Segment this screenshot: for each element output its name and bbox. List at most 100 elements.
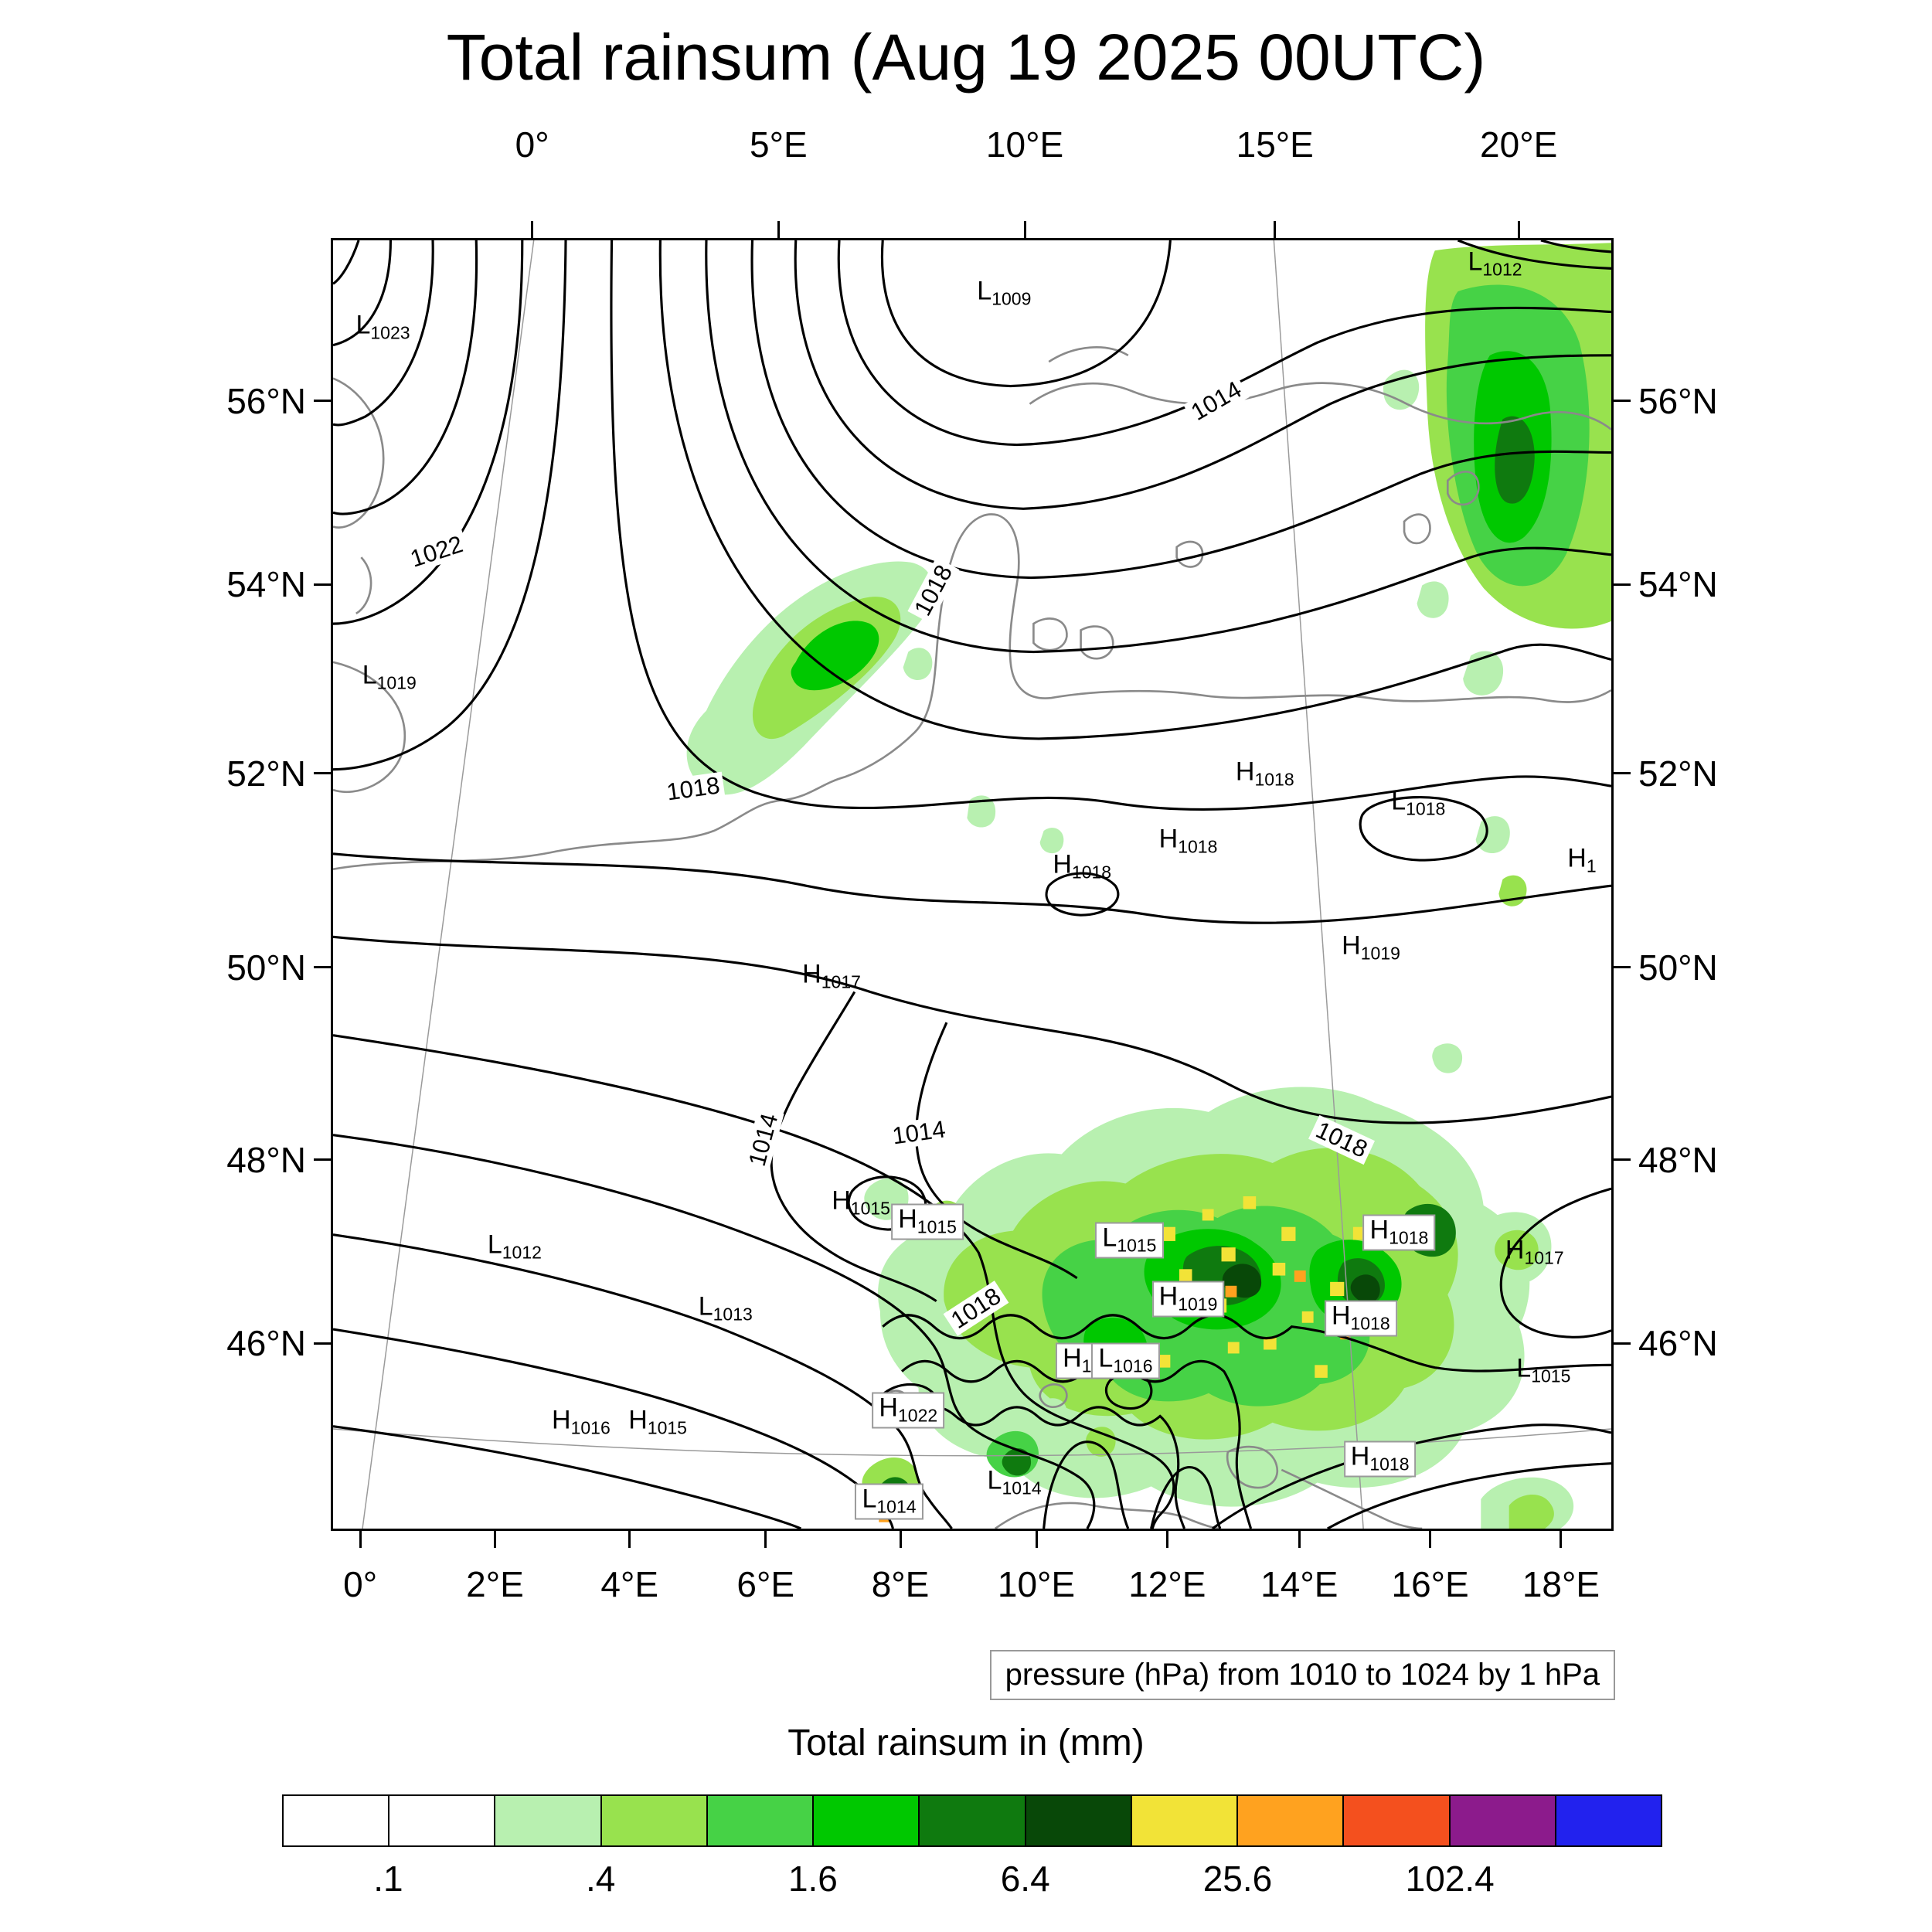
pressure-value: 1019 xyxy=(376,672,417,693)
colorbar-tick-label: 102.4 xyxy=(1405,1859,1495,1899)
pressure-value: 1014 xyxy=(1002,1478,1042,1498)
pressure-value: 1015 xyxy=(647,1417,687,1438)
pressure-value: 1012 xyxy=(1482,259,1522,280)
colorbar-cell xyxy=(1026,1796,1132,1845)
axis-label-bottom: 2°E xyxy=(466,1564,524,1604)
contour-label: 1014 xyxy=(743,1107,785,1173)
pressure-label: L1013 xyxy=(699,1293,753,1323)
axis-label-right: 52°N xyxy=(1638,753,1718,794)
axis-tick-bottom xyxy=(628,1531,631,1548)
pressure-value: 1015 xyxy=(1117,1235,1157,1256)
axis-label-left: 48°N xyxy=(226,1139,306,1180)
pressure-value: 1018 xyxy=(1071,862,1112,883)
pressure-label: H1018 xyxy=(1159,825,1218,855)
pressure-letter: H xyxy=(1350,1441,1370,1471)
axis-tick-bottom xyxy=(1165,1531,1168,1548)
pressure-label: L1018 xyxy=(1391,788,1445,818)
pressure-label: H1022 xyxy=(872,1392,945,1429)
pressure-label: H1018 xyxy=(1343,1440,1417,1478)
pressure-value: 1016 xyxy=(1113,1355,1153,1376)
pressure-letter: H xyxy=(1053,849,1072,879)
pressure-letter: L xyxy=(1098,1343,1114,1373)
pressure-letter: L xyxy=(698,1291,713,1321)
pressure-letter: H xyxy=(802,959,821,989)
axis-tick-left xyxy=(314,583,331,586)
pressure-label: H1017 xyxy=(802,961,861,991)
pressure-label: L1016 xyxy=(1091,1342,1160,1379)
isobar-layer xyxy=(333,240,1611,1529)
pressure-value: 1018 xyxy=(1254,769,1294,790)
pressure-value: 1017 xyxy=(1524,1247,1564,1268)
pressure-letter: L xyxy=(1102,1223,1117,1253)
colorbar-tick-label: .1 xyxy=(373,1859,403,1899)
axis-label-right: 48°N xyxy=(1638,1139,1718,1180)
pressure-label: H1016 xyxy=(552,1406,611,1437)
pressure-value: 1018 xyxy=(1350,1313,1390,1334)
axis-tick-bottom xyxy=(1035,1531,1038,1548)
colorbar-cell xyxy=(920,1796,1026,1845)
contour-label: 1018 xyxy=(907,557,960,624)
axis-label-bottom: 6°E xyxy=(736,1564,795,1604)
pressure-letter: H xyxy=(1342,930,1361,961)
axis-tick-left xyxy=(314,772,331,775)
pressure-value: 1015 xyxy=(850,1198,890,1219)
pressure-letter: H xyxy=(1158,824,1179,854)
axis-tick-top xyxy=(1274,221,1277,238)
pressure-letter: L xyxy=(1516,1353,1532,1383)
axis-label-left: 52°N xyxy=(226,753,306,794)
pressure-letter: H xyxy=(1235,757,1255,787)
axis-tick-right xyxy=(1614,583,1631,586)
pressure-letter: H xyxy=(1567,843,1587,873)
axis-label-left: 50°N xyxy=(226,947,306,988)
pressure-letter: H xyxy=(1369,1215,1389,1245)
pressure-letter: L xyxy=(355,310,371,340)
axis-label-top: 10°E xyxy=(985,124,1064,165)
pressure-letter: H xyxy=(879,1393,898,1423)
pressure-letter: L xyxy=(487,1230,502,1260)
axis-tick-bottom xyxy=(764,1531,767,1548)
pressure-value: 1017 xyxy=(821,971,861,992)
axis-label-bottom: 8°E xyxy=(871,1564,930,1604)
pressure-label: H1015 xyxy=(628,1406,687,1437)
axis-label-top: 20°E xyxy=(1480,124,1558,165)
pressure-label: L1012 xyxy=(1468,249,1522,279)
pressure-letter: L xyxy=(862,1484,877,1514)
pressure-label: H1018 xyxy=(1324,1300,1397,1337)
coastline-layer xyxy=(333,346,1611,1529)
axis-tick-right xyxy=(1614,1342,1631,1345)
colorbar-title: Total rainsum in (mm) xyxy=(787,1723,1145,1764)
pressure-label: L1019 xyxy=(362,662,417,692)
axis-label-right: 46°N xyxy=(1638,1323,1718,1364)
axis-label-bottom: 12°E xyxy=(1128,1564,1206,1604)
pressure-label: H1015 xyxy=(832,1188,890,1218)
contour-label: 1018 xyxy=(943,1281,1009,1336)
pressure-value: 1 xyxy=(1586,855,1597,876)
pressure-label: H1015 xyxy=(891,1203,964,1240)
axis-tick-bottom xyxy=(493,1531,496,1548)
colorbar xyxy=(282,1794,1662,1847)
pressure-label: L1023 xyxy=(355,311,410,342)
pressure-value: 1018 xyxy=(1178,836,1218,857)
pressure-value: 1016 xyxy=(570,1417,611,1438)
colorbar-cell xyxy=(1131,1796,1239,1845)
axis-tick-left xyxy=(314,1342,331,1345)
pressure-value: 1019 xyxy=(1360,943,1400,964)
axis-label-bottom: 16°E xyxy=(1391,1564,1469,1604)
colorbar-tick-label: 1.6 xyxy=(787,1859,838,1899)
pressure-label: H1018 xyxy=(1236,759,1294,789)
pressure-value: 1009 xyxy=(992,288,1032,309)
axis-tick-left xyxy=(314,1158,331,1162)
axis-label-left: 56°N xyxy=(226,380,306,421)
pressure-value: 1018 xyxy=(1389,1227,1429,1248)
axis-tick-top xyxy=(777,221,780,238)
axis-tick-right xyxy=(1614,966,1631,969)
axis-tick-bottom xyxy=(899,1531,902,1548)
colorbar-tick-label: 25.6 xyxy=(1202,1859,1273,1899)
axis-tick-left xyxy=(314,400,331,403)
pressure-label: L1009 xyxy=(977,278,1031,308)
colorbar-tick-label: .4 xyxy=(585,1859,616,1899)
axis-label-top: 15°E xyxy=(1236,124,1314,165)
axis-tick-left xyxy=(314,966,331,969)
pressure-letter: H xyxy=(1505,1235,1525,1265)
pressure-letter: L xyxy=(362,660,377,690)
